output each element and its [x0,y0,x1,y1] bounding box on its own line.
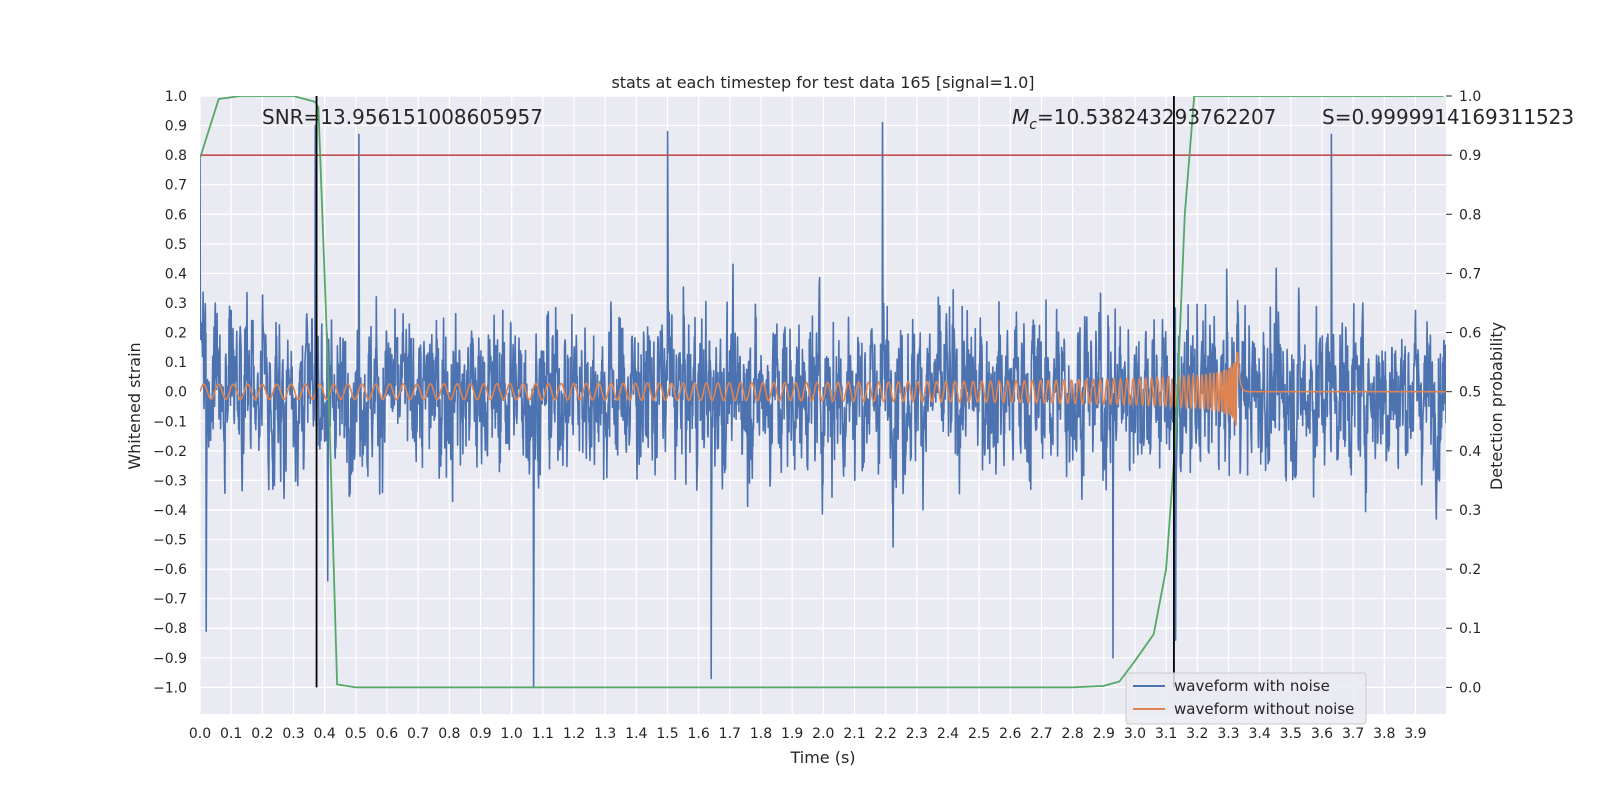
waveform-without-noise-line [200,352,1446,426]
x-tick-label: 1.3 [594,726,616,742]
y-tick-label: −0.7 [153,592,187,608]
y-tick-label: −1.0 [153,680,187,696]
x-tick-label: 0.1 [220,726,242,742]
y-tick-label: 0.5 [165,237,187,253]
y-tick-label: 0.2 [165,326,187,342]
x-tick-label: 1.9 [781,726,803,742]
y-tick-label: −0.5 [153,533,187,549]
legend-label-clean: waveform without noise [1174,700,1354,718]
legend-label-noisy: waveform with noise [1174,677,1330,695]
x-tick-label: 1.7 [719,726,741,742]
x-tick-label: 2.9 [1093,726,1115,742]
chirp-mass-subscript: c [1029,117,1037,133]
y-tick-label: 0.4 [165,266,187,282]
legend-box [1125,672,1367,725]
right-tick-label: 0.6 [1459,326,1481,342]
x-tick-label: 2.8 [1062,726,1084,742]
x-tick-label: 0.2 [251,726,273,742]
x-tick-label: 2.4 [937,726,959,742]
y-tick-label: 0.7 [165,178,187,194]
right-tick-labels: 0.0 0.1 0.2 0.3 0.4 0.5 0.6 0.7 0.8 0.9 1.0 [1459,89,1481,696]
x-tick-label: 2.2 [875,726,897,742]
right-tick-label: 0.7 [1459,266,1481,282]
y-tick-label: 0.6 [165,207,187,223]
x-tick-label: 0.6 [376,726,398,742]
x-tick-label: 3.5 [1280,726,1302,742]
waveform-with-noise-line [200,121,1446,689]
x-tick-label: 1.4 [625,726,647,742]
y-tick-label: −0.1 [153,414,187,430]
x-tick-label: 1.6 [688,726,710,742]
y-axis-label: Whitened strain [125,342,144,469]
x-tick-label: 3.2 [1186,726,1208,742]
x-tick-label: 0.5 [345,726,367,742]
y-tick-label: −0.6 [153,562,187,578]
x-tick-label: 0.4 [314,726,336,742]
right-tick-label: 0.0 [1459,680,1481,696]
x-tick-label: 2.5 [968,726,990,742]
x-tick-label: 3.8 [1373,726,1395,742]
right-tick-label: 0.5 [1459,385,1481,401]
y-tick-labels: −1.0 −0.9 −0.8 −0.7 −0.6 −0.5 −0.4 −0.3 −0.2 −0.1… [153,89,187,696]
right-tick-label: 0.3 [1459,503,1481,519]
x-tick-label: 0.0 [189,726,211,742]
x-tick-label: 2.6 [999,726,1021,742]
y-tick-label: 1.0 [165,89,187,105]
x-tick-label: 2.0 [812,726,834,742]
x-tick-label: 2.3 [906,726,928,742]
x-tick-label: 3.6 [1311,726,1333,742]
y-tick-label: −0.4 [153,503,187,519]
legend: waveform with noise waveform without noi… [1125,672,1367,725]
x-tick-label: 0.3 [282,726,304,742]
x-tick-label: 1.1 [532,726,554,742]
y-tick-label: −0.2 [153,444,187,460]
right-tick-label: 0.8 [1459,207,1481,223]
y-tick-label: 0.0 [165,385,187,401]
x-tick-label: 0.9 [469,726,491,742]
x-tick-label: 1.8 [750,726,772,742]
x-tick-label: 1.0 [501,726,523,742]
right-tick-label: 0.1 [1459,621,1481,637]
chirp-mass-value: =10.538243293762207 [1037,105,1276,129]
x-tick-label: 3.1 [1155,726,1177,742]
x-tick-label: 2.1 [843,726,865,742]
right-tick-label: 0.2 [1459,562,1481,578]
chirp-mass-annotation: Mc=10.538243293762207 [1012,105,1276,133]
x-tick-label: 3.9 [1404,726,1426,742]
y-tick-label: 0.8 [165,148,187,164]
x-tick-labels: 0.0 0.1 0.2 0.3 0.4 0.5 0.6 0.7 0.8 0.9 1.0 1.1 1.2 1… [189,726,1427,742]
x-tick-label: 3.3 [1217,726,1239,742]
right-tick-label: 1.0 [1459,89,1481,105]
x-tick-label: 1.5 [656,726,678,742]
y-tick-label: 0.1 [165,355,187,371]
detection-probability-line [200,96,1444,689]
y-tick-label: −0.9 [153,651,187,667]
x-tick-label: 3.4 [1248,726,1270,742]
x-tick-label: 2.7 [1030,726,1052,742]
x-tick-label: 0.8 [438,726,460,742]
right-axis-label: Detection probability [1487,322,1506,490]
chirp-mass-symbol: M [1012,105,1029,129]
x-axis-label: Time (s) [789,748,855,767]
y-tick-label: −0.8 [153,621,187,637]
x-tick-label: 1.2 [563,726,585,742]
snr-annotation: SNR=13.956151008605957 [262,105,543,129]
vertical-markers [315,96,1175,688]
x-tick-label: 0.7 [407,726,429,742]
right-tick-label: 0.9 [1459,148,1481,164]
y-tick-label: −0.3 [153,473,187,489]
y-tick-label: 0.3 [165,296,187,312]
y-tick-label: 0.9 [165,119,187,135]
right-tick-label: 0.4 [1459,444,1481,460]
s-annotation: S=0.9999914169311523 [1322,105,1574,129]
x-tick-label: 3.0 [1124,726,1146,742]
x-tick-label: 3.7 [1342,726,1364,742]
chart-title: stats at each timestep for test data 165… [611,73,1034,92]
